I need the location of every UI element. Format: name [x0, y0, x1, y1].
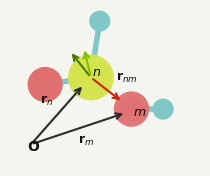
Circle shape: [68, 55, 114, 100]
Circle shape: [84, 71, 98, 84]
Circle shape: [114, 92, 149, 127]
Circle shape: [77, 64, 105, 91]
Text: $\mathbf{r}_{nm}$: $\mathbf{r}_{nm}$: [116, 71, 137, 85]
Circle shape: [89, 11, 110, 32]
Circle shape: [152, 99, 174, 120]
Circle shape: [71, 58, 110, 97]
Circle shape: [118, 96, 145, 122]
Text: n: n: [93, 66, 101, 79]
Text: $\mathbf{r}_{m}$: $\mathbf{r}_{m}$: [78, 134, 94, 148]
Circle shape: [68, 55, 114, 100]
Circle shape: [123, 100, 140, 118]
Text: O: O: [28, 140, 39, 154]
Text: $\mathbf{r}_{n}$: $\mathbf{r}_{n}$: [40, 94, 53, 108]
Circle shape: [28, 67, 63, 102]
Text: m: m: [133, 106, 145, 119]
Circle shape: [114, 92, 149, 127]
